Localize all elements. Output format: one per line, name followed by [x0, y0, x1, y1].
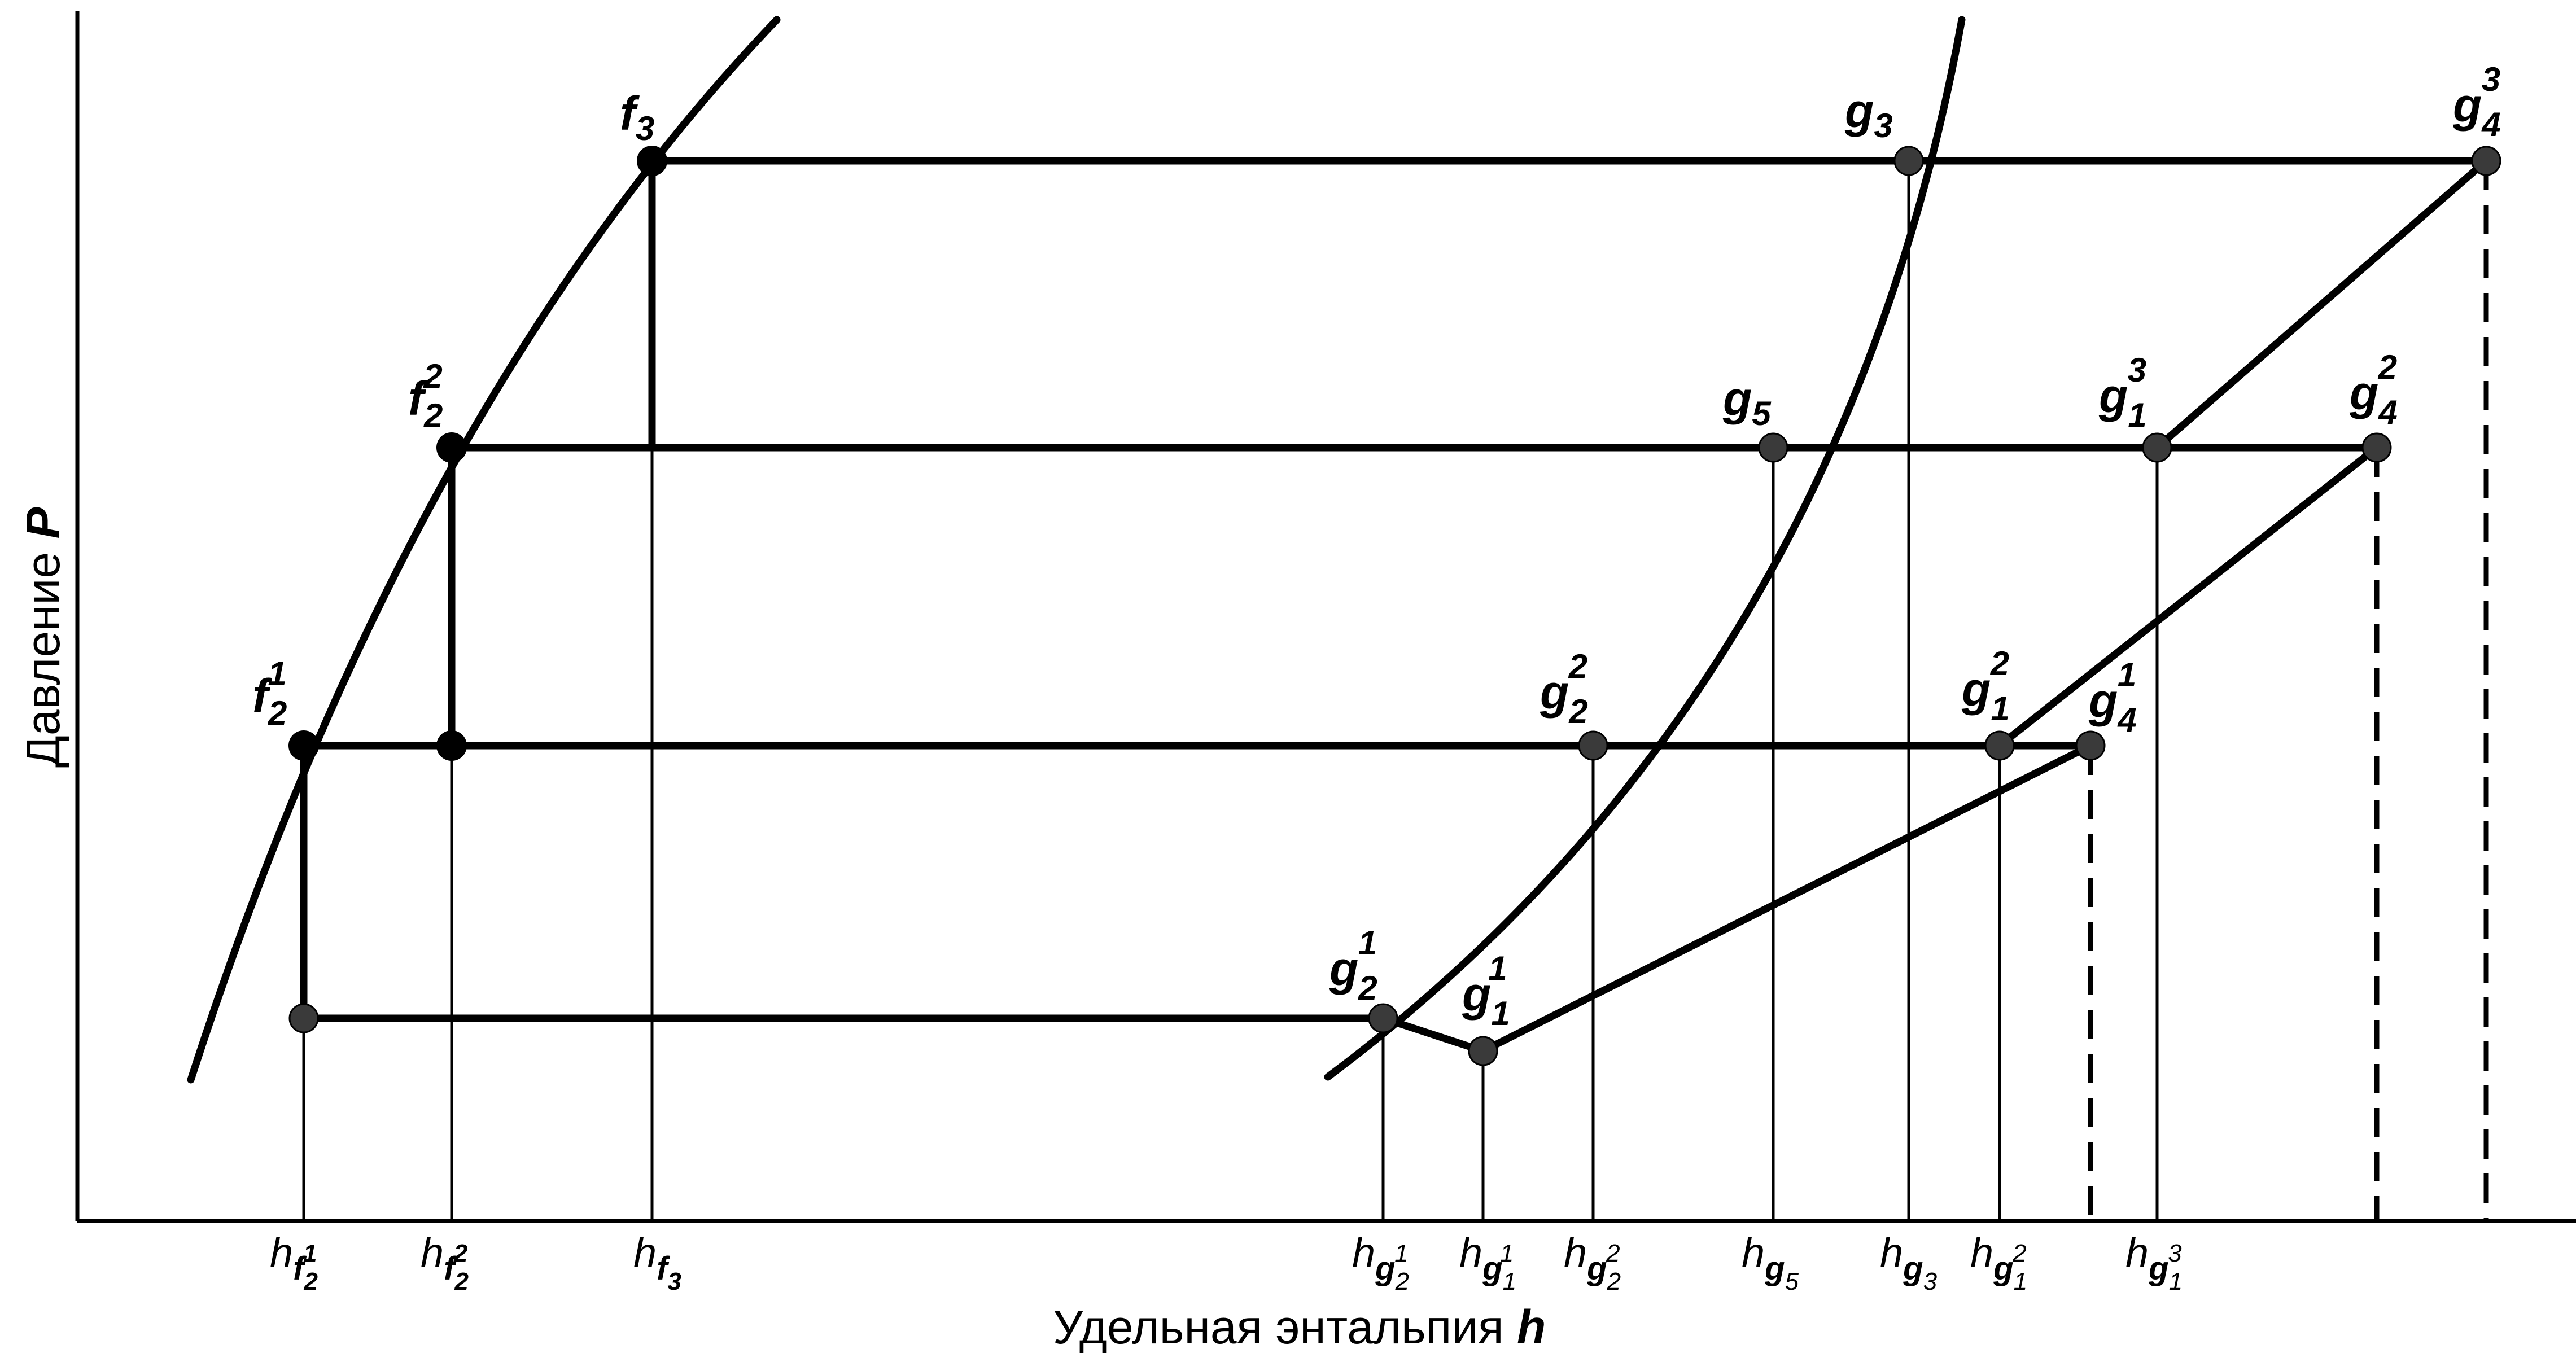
point-g3: [1893, 146, 1924, 176]
label-g2-2: g22: [1540, 647, 1588, 730]
point-g1-1: [1468, 1036, 1498, 1066]
tick-h-g1-3: hg13: [2125, 1229, 2183, 1295]
y-axis-label: Давление P: [16, 507, 69, 768]
tick-h-f2-1: hf21: [270, 1229, 318, 1295]
tick-h-f3: hf3: [633, 1229, 681, 1295]
label-g4-1: g41: [2088, 656, 2137, 739]
label-g5: g5: [1722, 372, 1772, 432]
point-f2-2: [436, 432, 467, 463]
point-g4-3: [2471, 146, 2501, 176]
label-g2-1: g21: [1329, 924, 1377, 1007]
label-g1-1: g11: [1462, 949, 1508, 1032]
tick-h-g2-1: hg21: [1352, 1229, 1409, 1295]
point-f-bottom: [288, 1003, 319, 1033]
vapor-saturation-curve: [1324, 16, 1966, 1081]
label-g4-2: g42: [2349, 348, 2398, 431]
point-g2-2: [1578, 730, 1608, 761]
tick-h-f2-2: hf22: [421, 1229, 469, 1295]
point-g2-1: [1368, 1003, 1398, 1033]
point-g4-1: [2075, 730, 2106, 761]
process-g2-1-to-g1-1: [1381, 1014, 1485, 1055]
x-axis-label: Удельная энтальпия h: [1053, 1300, 1546, 1354]
point-f3: [637, 146, 667, 176]
tick-h-g3: hg3: [1880, 1229, 1938, 1295]
label-f3: f3: [620, 87, 654, 147]
process-g1-2-to-g4-2: [1997, 444, 2380, 749]
tick-h-g2-2: hg22: [1564, 1229, 1621, 1295]
point-g5: [1758, 432, 1788, 463]
process-g1-1-to-g4-1: [1481, 742, 2092, 1054]
label-f2-2: f22: [408, 357, 443, 435]
process-g1-3-to-g4-3: [2154, 158, 2489, 450]
tick-h-g1-1: hg11: [1459, 1229, 1515, 1295]
point-g4-2: [2361, 432, 2392, 463]
point-f2-2-lower: [436, 730, 467, 761]
label-f2-1: f21: [252, 655, 287, 732]
label-g3: g3: [1844, 84, 1893, 144]
label-g1-2: g12: [1961, 645, 2010, 728]
point-f2-1: [288, 730, 319, 761]
point-g1-3: [2142, 432, 2172, 463]
label-g1-3: g13: [2098, 351, 2147, 434]
tick-h-g1-2: hg12: [1970, 1229, 2027, 1295]
tick-h-g5: hg5: [1742, 1229, 1799, 1295]
liquid-saturation-curve: [187, 16, 781, 1084]
label-g4-3: g43: [2452, 60, 2501, 143]
point-g1-2: [1984, 730, 2015, 761]
